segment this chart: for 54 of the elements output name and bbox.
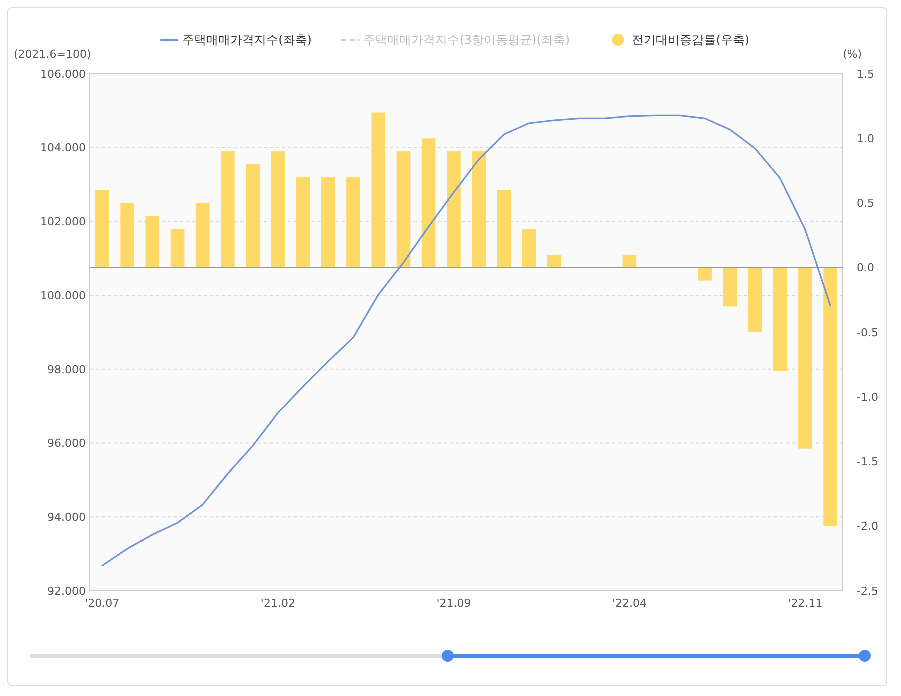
bar	[346, 177, 360, 268]
bar	[296, 177, 310, 268]
legend-label: 전기대비증감률(우축)	[632, 33, 750, 48]
line-series	[102, 114, 832, 567]
bar	[497, 190, 512, 268]
bar	[798, 268, 812, 449]
bar	[322, 177, 336, 268]
y2-tick-label: -0.5	[857, 326, 878, 340]
bar	[271, 152, 286, 268]
bar	[246, 164, 260, 268]
y-tick-label: 98.000	[48, 363, 86, 376]
bar	[96, 190, 110, 268]
y-tick-label: 96.000	[48, 437, 86, 450]
legend-label: 주택매매가격지수(좌축)	[182, 33, 312, 48]
bar	[773, 268, 788, 372]
bar	[196, 203, 210, 268]
bar	[221, 152, 235, 268]
bar	[472, 152, 486, 268]
y2-tick-label: 1.0	[857, 132, 874, 146]
y2-tick-label: -1.0	[857, 390, 878, 404]
bar	[447, 152, 461, 268]
y-tick-label: 100.000	[40, 289, 86, 302]
bar	[170, 229, 185, 268]
y-tick-label: 104.000	[40, 142, 86, 155]
bar	[698, 268, 712, 281]
y-tick-label: 94.000	[48, 510, 86, 524]
y-axis-title: (2021.6=100)	[14, 48, 92, 61]
bar	[748, 268, 762, 332]
bar	[723, 268, 738, 307]
bar	[547, 254, 562, 268]
y-tick-label: 102.000	[40, 216, 86, 229]
legend-label: 주택매매가격지수(3항이동평균)(좌축)	[364, 33, 570, 48]
y-tick-label: 106.000	[40, 68, 86, 81]
y2-tick-label: -2.5	[857, 584, 878, 598]
y2-axis-title: (%)	[843, 48, 862, 61]
bar	[824, 268, 838, 526]
bar	[372, 112, 386, 268]
bar	[622, 254, 637, 268]
bar	[522, 229, 536, 268]
y2-tick-label: 0.0	[857, 262, 874, 275]
x-tick-label: '20.07	[85, 597, 120, 610]
y2-tick-label: -1.5	[857, 456, 878, 469]
bar	[422, 138, 436, 268]
x-tick-label: '21.02	[260, 597, 296, 610]
bar	[120, 203, 134, 268]
y-tick-label: 92.000	[48, 584, 86, 598]
y2-tick-label: 1.5	[857, 68, 874, 81]
x-tick-label: '22.04	[612, 597, 647, 610]
y2-tick-label: 0.5	[857, 197, 874, 210]
x-tick-label: '21.09	[436, 597, 472, 610]
bar	[396, 152, 411, 268]
x-tick-label: '22.11	[788, 597, 823, 610]
y2-tick-label: -2.0	[857, 520, 878, 534]
bar	[146, 216, 160, 268]
